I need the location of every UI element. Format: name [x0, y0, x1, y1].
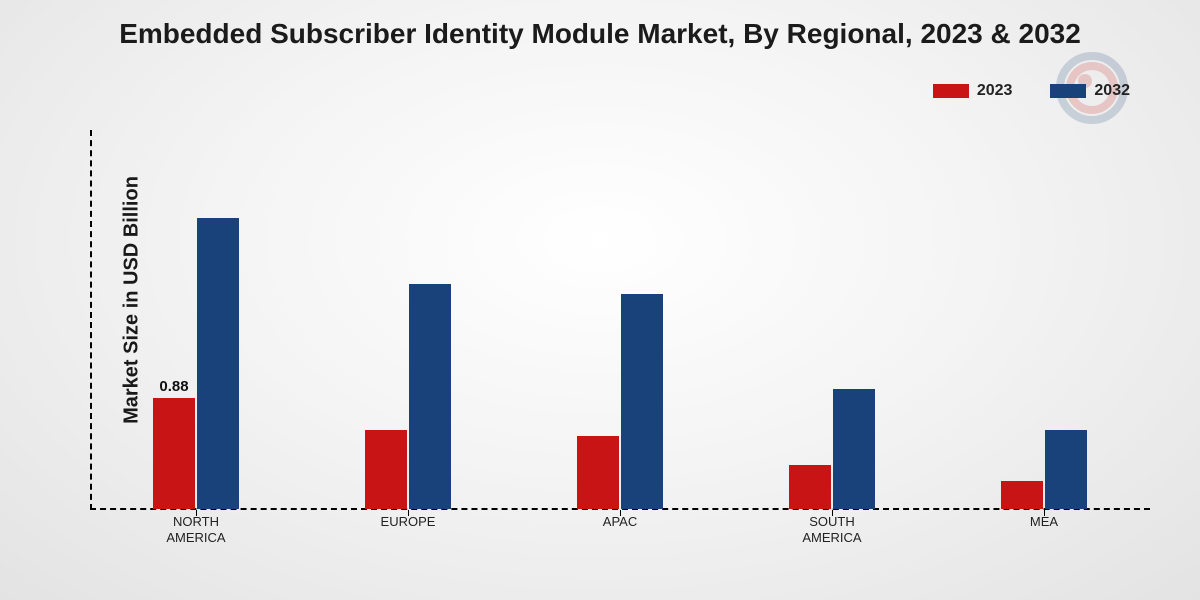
legend-swatch-2032 — [1050, 84, 1086, 98]
bar — [789, 465, 831, 509]
bar-pair — [365, 284, 451, 509]
bar — [409, 284, 451, 509]
legend-label-2032: 2032 — [1094, 82, 1130, 100]
x-axis-category-label: EUROPE — [302, 514, 514, 545]
plot-area: 0.88 — [90, 130, 1150, 510]
bar — [365, 430, 407, 509]
bar-pair — [1001, 430, 1087, 509]
chart-title: Embedded Subscriber Identity Module Mark… — [0, 18, 1200, 50]
bar-pair — [153, 218, 239, 509]
bar-group — [726, 130, 938, 510]
legend: 2023 2032 — [933, 82, 1130, 100]
bar-group — [302, 130, 514, 510]
x-axis-category-label: SOUTHAMERICA — [726, 514, 938, 545]
bar-group — [514, 130, 726, 510]
bar — [153, 398, 195, 509]
legend-label-2023: 2023 — [977, 82, 1013, 100]
bar-pair — [789, 389, 875, 509]
chart-container: Embedded Subscriber Identity Module Mark… — [0, 0, 1200, 600]
bar-group: 0.88 — [90, 130, 302, 510]
x-axis-labels: NORTHAMERICAEUROPEAPACSOUTHAMERICAMEA — [90, 514, 1150, 545]
bar — [621, 294, 663, 509]
bar — [1045, 430, 1087, 509]
bar-groups: 0.88 — [90, 130, 1150, 510]
bar-pair — [577, 294, 663, 509]
bar — [1001, 481, 1043, 509]
bar — [833, 389, 875, 509]
x-axis-category-label: MEA — [938, 514, 1150, 545]
x-axis-category-label: APAC — [514, 514, 726, 545]
legend-item-2032: 2032 — [1050, 82, 1130, 100]
bar — [197, 218, 239, 509]
legend-swatch-2023 — [933, 84, 969, 98]
x-axis-category-label: NORTHAMERICA — [90, 514, 302, 545]
legend-item-2023: 2023 — [933, 82, 1013, 100]
bar-group — [938, 130, 1150, 510]
bar — [577, 436, 619, 509]
